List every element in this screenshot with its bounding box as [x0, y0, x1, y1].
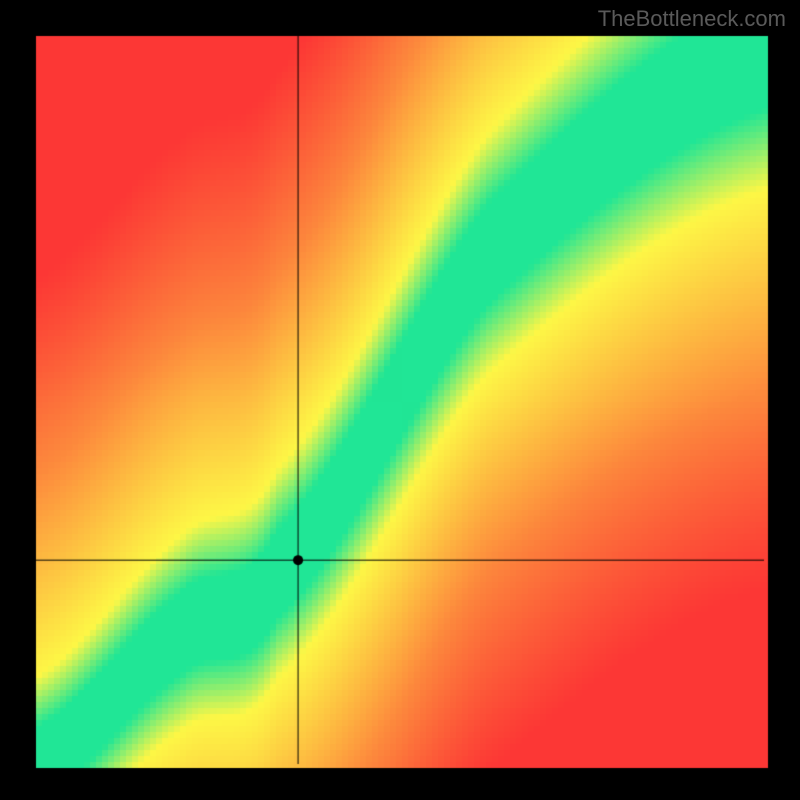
chart-container: TheBottleneck.com: [0, 0, 800, 800]
bottleneck-heatmap: [0, 0, 800, 800]
watermark-text: TheBottleneck.com: [598, 6, 786, 32]
